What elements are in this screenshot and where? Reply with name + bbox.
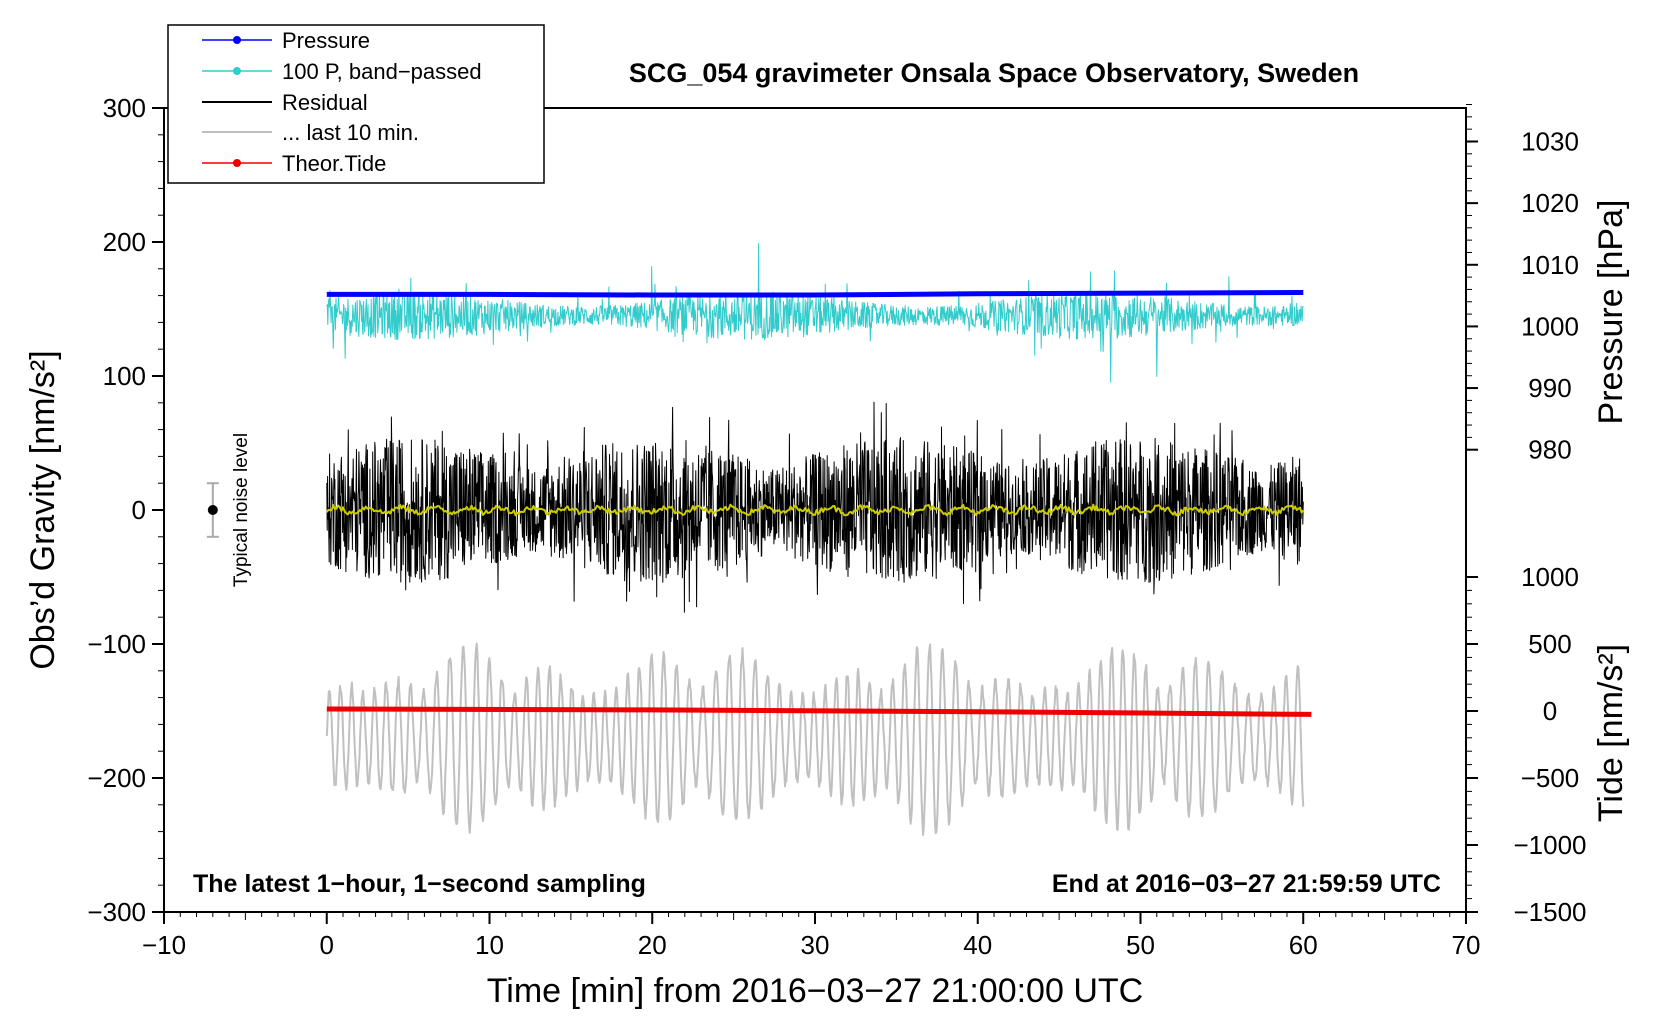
legend: Pressure 100 P, band−passed Residual ...… [167, 24, 545, 184]
legend-marker-pressure [233, 36, 241, 44]
pressure-tick-label: 1010 [1521, 250, 1579, 280]
pressure-tick-label: 1030 [1521, 127, 1579, 157]
noise-level-label: Typical noise level [231, 433, 252, 587]
legend-label-pressure: Pressure [282, 28, 370, 53]
pressure-tick-label: 1020 [1521, 188, 1579, 218]
x-axis-title: Time [min] from 2016−03−27 21:00:00 UTC [487, 972, 1143, 1010]
legend-label-residual: Residual [282, 90, 368, 115]
x-tick-label: 0 [320, 930, 334, 960]
pressure-tick-label: 980 [1528, 435, 1571, 465]
y-tick-label: 0 [132, 495, 146, 525]
tide-tick-label: 500 [1528, 629, 1571, 659]
x-tick-label: 30 [801, 930, 830, 960]
series-theoretical-tide [326, 706, 1312, 717]
axes-layer: −10 0 10 20 30 40 50 60 70−300−200−1000100200300… [87, 93, 1586, 960]
x-tick-label: 10 [475, 930, 504, 960]
series-last-10-min [325, 642, 1305, 836]
y-tick-label: 200 [103, 227, 146, 257]
legend-label-bandpassed: 100 P, band−passed [282, 59, 482, 84]
series-pressure [326, 290, 1304, 298]
legend-label-tide: Theor.Tide [282, 151, 386, 176]
x-tick-label: 20 [638, 930, 667, 960]
pressure-tick-label: 990 [1528, 373, 1571, 403]
x-tick-label: 60 [1289, 930, 1318, 960]
tide-tick-label: −1000 [1513, 830, 1586, 860]
series-smoothed-residual [325, 503, 1305, 517]
tide-tick-label: 0 [1543, 696, 1557, 726]
chart-title: SCG_054 gravimeter Onsala Space Observat… [629, 58, 1359, 88]
series-bandpassed-pressure [326, 243, 1304, 383]
y-tick-label: 300 [103, 93, 146, 123]
series-residual [326, 401, 1304, 613]
noise-bar [206, 482, 219, 538]
tide-tick-label: 1000 [1521, 562, 1579, 592]
annotation-sampling: The latest 1−hour, 1−second sampling [193, 870, 646, 898]
legend-marker-bandpassed [233, 67, 241, 75]
legend-marker-tide [233, 159, 241, 167]
y-tick-label: −100 [87, 629, 146, 659]
pressure-tick-label: 1000 [1521, 311, 1579, 341]
y-tick-label: −200 [87, 763, 146, 793]
legend-label-last10: ... last 10 min. [282, 120, 419, 145]
annotation-end-time: End at 2016−03−27 21:59:59 UTC [1052, 870, 1441, 898]
series-layer [325, 243, 1312, 836]
y-axis-title-left: Obs’d Gravity [nm/s²] [24, 350, 62, 669]
x-tick-label: 70 [1452, 930, 1481, 960]
y-axis-title-pressure: Pressure [hPa] [1592, 200, 1630, 425]
legend-box [167, 24, 545, 184]
x-tick-label: −10 [142, 930, 186, 960]
y-tick-label: −300 [87, 897, 146, 927]
x-tick-label: 50 [1126, 930, 1155, 960]
tide-tick-label: −1500 [1513, 897, 1586, 927]
y-axis-title-tide: Tide [nm/s²] [1592, 644, 1630, 822]
noise-bar-center [207, 505, 218, 515]
y-tick-label: 100 [103, 361, 146, 391]
x-tick-label: 40 [963, 930, 992, 960]
tide-tick-label: −500 [1521, 763, 1580, 793]
